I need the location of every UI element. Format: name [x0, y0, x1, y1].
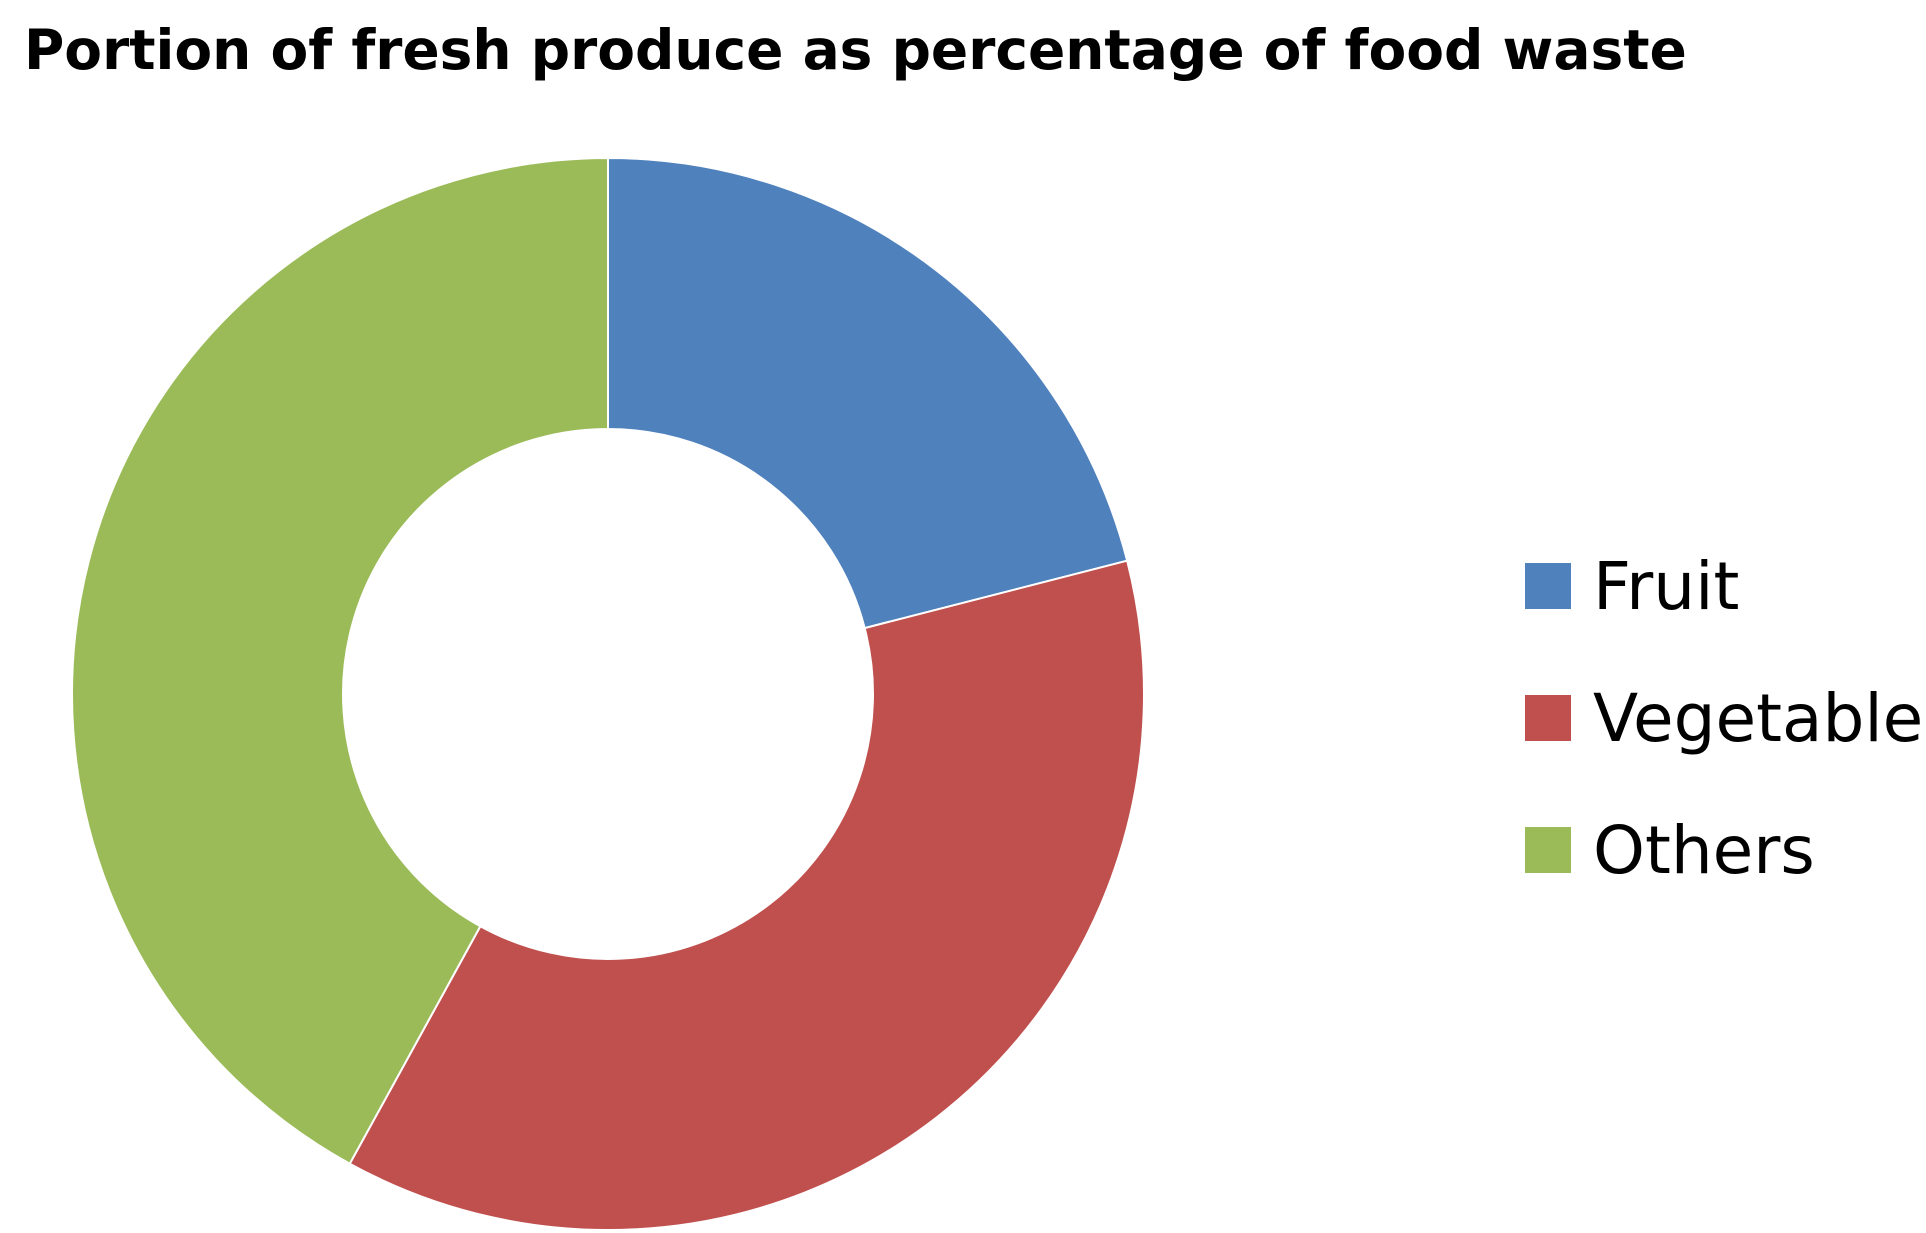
- legend-swatch-fruit: [1525, 563, 1571, 609]
- donut-slices: [71, 156, 1145, 1231]
- legend-label-vegetable: Vegetable: [1593, 679, 1924, 757]
- legend-swatch-others: [1525, 827, 1571, 873]
- legend-item-others: Others: [1525, 784, 1923, 916]
- slice-others: [71, 156, 609, 1166]
- slice-fruit: [607, 156, 1129, 630]
- legend-item-vegetable: Vegetable: [1525, 652, 1923, 784]
- legend-swatch-vegetable: [1525, 695, 1571, 741]
- chart-legend: Fruit Vegetable Others: [1525, 520, 1923, 916]
- slice-vegetable: [348, 559, 1145, 1231]
- legend-label-fruit: Fruit: [1593, 547, 1740, 625]
- legend-item-fruit: Fruit: [1525, 520, 1923, 652]
- chart-title: Portion of fresh produce as percentage o…: [24, 18, 1687, 82]
- legend-label-others: Others: [1593, 811, 1815, 889]
